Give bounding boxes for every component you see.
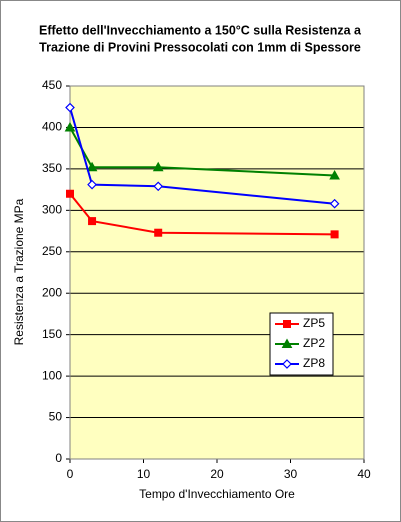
y-tick-label: 450 xyxy=(42,78,62,92)
legend-label: ZP8 xyxy=(303,356,325,370)
y-tick-label: 350 xyxy=(42,161,62,175)
chart-title: Trazione di Provini Pressocolati con 1mm… xyxy=(39,40,361,54)
chart-title: Effetto dell'Invecchiamento a 150°C sull… xyxy=(39,23,362,37)
marker xyxy=(152,161,164,172)
marker xyxy=(153,181,164,192)
y-tick-label: 400 xyxy=(42,120,62,134)
marker xyxy=(329,170,340,180)
x-tick-label: 20 xyxy=(210,467,224,481)
y-tick-label: 150 xyxy=(42,327,62,341)
x-axis-label: Tempo d'Invecchiamento Ore xyxy=(139,487,295,501)
marker xyxy=(330,230,339,239)
y-tick-label: 100 xyxy=(42,368,62,382)
y-tick-label: 200 xyxy=(42,285,62,299)
legend-label: ZP5 xyxy=(303,316,325,330)
plot-border xyxy=(69,85,365,460)
marker xyxy=(65,102,75,113)
x-tick-label: 30 xyxy=(284,467,298,481)
marker xyxy=(283,320,291,328)
y-tick-label: 300 xyxy=(42,203,62,217)
marker xyxy=(282,359,292,369)
marker xyxy=(154,228,163,237)
series-line xyxy=(69,107,335,205)
marker xyxy=(281,338,293,348)
y-axis-label: Resistenza a Trazione MPa xyxy=(12,198,26,345)
marker xyxy=(64,121,76,132)
marker xyxy=(329,198,340,209)
x-tick-label: 10 xyxy=(137,467,151,481)
series-line xyxy=(69,193,335,236)
legend-label: ZP2 xyxy=(303,336,325,350)
x-tick-label: 40 xyxy=(357,467,371,481)
y-tick-label: 50 xyxy=(49,410,63,424)
plot-area xyxy=(70,86,364,459)
marker xyxy=(88,217,97,226)
marker xyxy=(86,161,98,172)
x-tick-label: 0 xyxy=(67,467,74,481)
y-tick-label: 250 xyxy=(42,244,62,258)
y-tick-label: 0 xyxy=(55,451,62,465)
marker xyxy=(87,179,97,190)
marker xyxy=(66,189,74,198)
